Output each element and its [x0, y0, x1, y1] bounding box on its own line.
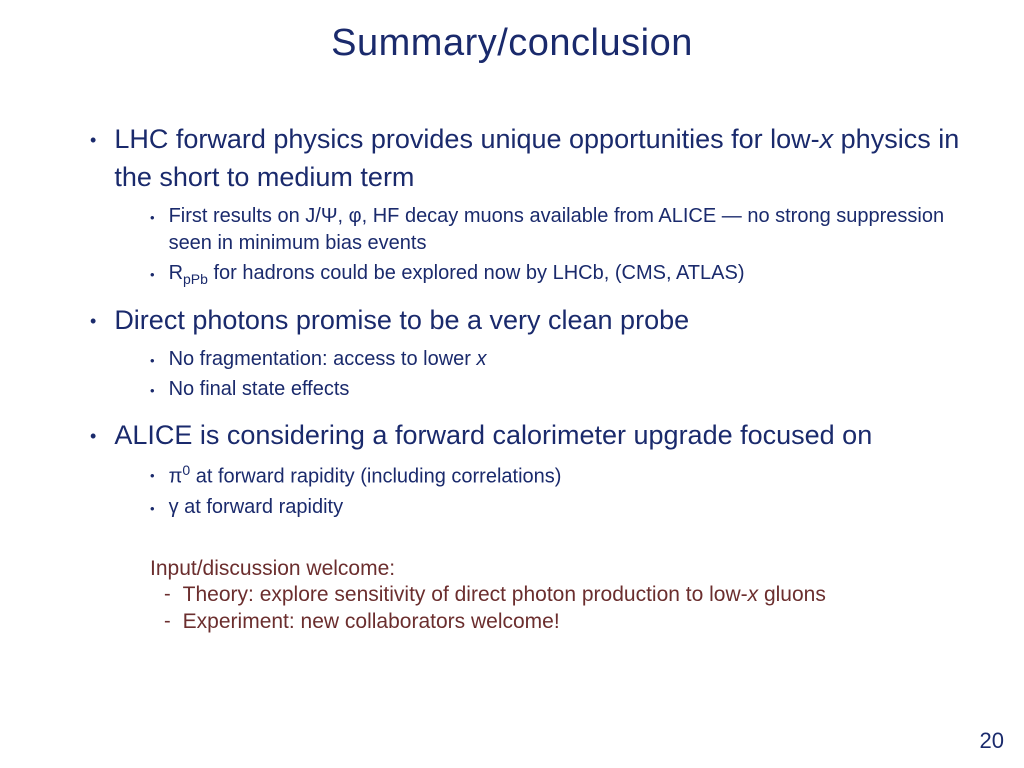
bullet-dot-icon: •	[150, 468, 155, 483]
bullet-dot-icon: •	[150, 267, 155, 282]
footer-item-1: - Theory: explore sensitivity of direct …	[164, 581, 964, 608]
bullet-l1-2: • Direct photons promise to be a very cl…	[90, 302, 964, 340]
slide: Summary/conclusion • LHC forward physics…	[0, 0, 1024, 768]
bullet-l2-1-1: • First results on J/Ψ, φ, HF decay muon…	[150, 203, 964, 257]
bullet-l1-3: • ALICE is considering a forward calorim…	[90, 417, 964, 455]
bullet-text: π0 at forward rapidity (including correl…	[169, 461, 562, 491]
bullet-text: No final state effects	[169, 376, 350, 403]
bullet-l2-1-2: • RpPb for hadrons could be explored now…	[150, 260, 964, 289]
bullet-text: LHC forward physics provides unique oppo…	[114, 121, 964, 197]
bullet-dot-icon: •	[150, 501, 155, 516]
bullet-l2-3-2: • γ at forward rapidity	[150, 494, 964, 521]
dash-icon: -	[164, 583, 171, 606]
bullet-dot-icon: •	[150, 383, 155, 398]
bullet-dot-icon: •	[150, 210, 155, 225]
footer-text: Experiment: new collaborators welcome!	[183, 608, 560, 635]
footer-intro: Input/discussion welcome:	[150, 557, 964, 581]
bullet-text: First results on J/Ψ, φ, HF decay muons …	[169, 203, 964, 257]
bullet-dot-icon: •	[90, 426, 96, 447]
bullet-text: No fragmentation: access to lower x	[169, 346, 487, 373]
page-number: 20	[980, 728, 1004, 754]
slide-title: Summary/conclusion	[60, 22, 964, 65]
bullet-dot-icon: •	[90, 130, 96, 151]
bullet-text: ALICE is considering a forward calorimet…	[114, 417, 872, 455]
bullet-dot-icon: •	[90, 311, 96, 332]
footer-text: Theory: explore sensitivity of direct ph…	[183, 581, 826, 608]
dash-icon: -	[164, 610, 171, 633]
bullet-l2-2-2: • No final state effects	[150, 376, 964, 403]
bullet-l2-2-1: • No fragmentation: access to lower x	[150, 346, 964, 373]
footer-block: Input/discussion welcome: - Theory: expl…	[150, 557, 964, 636]
bullet-text: γ at forward rapidity	[169, 494, 344, 521]
bullet-l2-3-1: • π0 at forward rapidity (including corr…	[150, 461, 964, 491]
footer-item-2: - Experiment: new collaborators welcome!	[164, 608, 964, 635]
bullet-dot-icon: •	[150, 353, 155, 368]
bullet-text: RpPb for hadrons could be explored now b…	[169, 260, 745, 289]
bullet-text: Direct photons promise to be a very clea…	[114, 302, 689, 340]
bullet-l1-1: • LHC forward physics provides unique op…	[90, 121, 964, 197]
